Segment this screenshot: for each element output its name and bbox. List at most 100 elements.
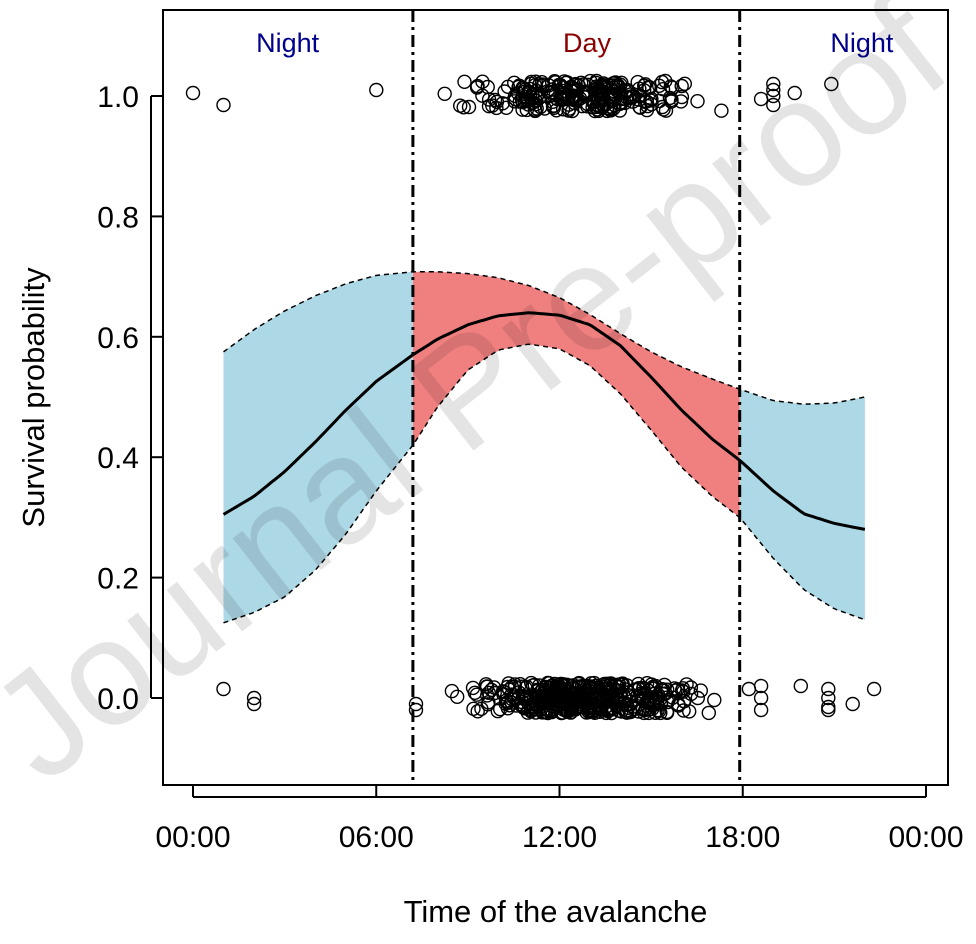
survived-point	[457, 74, 472, 90]
died-point	[674, 683, 690, 698]
died-point	[593, 702, 608, 717]
died-point	[693, 683, 708, 698]
survived-point	[571, 78, 586, 93]
survived-point	[623, 87, 638, 102]
died-point	[545, 696, 561, 711]
period-labels: Night Day Night	[256, 28, 894, 58]
survived-point	[599, 96, 614, 111]
survived-point	[527, 102, 543, 117]
axes: 00:00 06:00 12:00 18:00 00:00 0.0 0.2 0.4 0.6 0.8…	[97, 81, 963, 854]
died-point	[584, 681, 600, 697]
survived-point	[614, 75, 629, 91]
died-point	[622, 704, 637, 719]
died-point	[479, 679, 495, 694]
died-point	[655, 683, 671, 698]
died-point	[845, 696, 860, 712]
died-point	[450, 689, 465, 704]
survived-point	[580, 86, 595, 101]
survived-point	[541, 78, 556, 93]
died-point	[554, 683, 569, 698]
survived-point	[369, 82, 384, 98]
survived-point	[677, 76, 692, 92]
survived-point	[527, 78, 543, 93]
y-tick-label: 0.6	[97, 322, 139, 355]
died-point	[683, 680, 699, 695]
survived-point	[766, 76, 781, 92]
survived-point	[514, 92, 530, 108]
died-point	[501, 676, 516, 691]
died-point	[639, 676, 655, 691]
x-tick-label: 00:00	[155, 821, 230, 854]
survived-point	[570, 93, 585, 108]
survived-point	[674, 78, 689, 94]
died-point	[525, 678, 540, 693]
died-point	[545, 678, 560, 693]
died-point	[216, 681, 231, 697]
survived-point	[553, 78, 568, 93]
x-tick-label: 00:00	[888, 821, 963, 854]
died-point	[486, 680, 502, 695]
died-point	[536, 704, 551, 720]
died-point	[821, 699, 836, 715]
died-point	[608, 698, 624, 713]
survived-point	[766, 97, 781, 113]
night-label: Night	[256, 28, 320, 58]
survived-point	[587, 103, 603, 119]
survived-point	[534, 74, 550, 90]
survived-point	[470, 78, 485, 94]
survived-point	[612, 103, 628, 118]
survived-point	[475, 74, 490, 89]
fitted-curve-group	[222, 271, 866, 624]
died-point	[582, 702, 597, 718]
survived-point	[555, 85, 570, 101]
survived-point	[824, 76, 839, 92]
survived-point	[658, 103, 674, 118]
night-band-morning	[223, 271, 413, 623]
survived-point	[641, 79, 656, 95]
survived-point	[437, 86, 452, 102]
died-point	[557, 701, 573, 717]
died-point	[466, 701, 481, 716]
night-label: Night	[830, 28, 894, 58]
died-point	[480, 697, 496, 712]
died-point	[821, 702, 836, 718]
day-night-boundaries	[411, 10, 742, 785]
survived-point	[654, 74, 670, 90]
survived-point	[461, 99, 477, 115]
died-point	[647, 686, 663, 701]
upper-ci-line	[223, 271, 866, 405]
x-tick-label: 18:00	[705, 821, 780, 854]
survived-point	[652, 78, 667, 94]
died-point	[753, 678, 769, 694]
died-point	[610, 680, 625, 695]
died-point	[246, 696, 262, 712]
died-point	[690, 690, 705, 706]
survived-point	[766, 88, 781, 104]
survived-point	[606, 80, 621, 95]
plot-frame	[162, 9, 949, 786]
survived-point	[480, 79, 495, 95]
died-point	[408, 702, 424, 718]
lower-ci-line	[223, 343, 866, 624]
survived-point	[591, 85, 606, 100]
y-tick-label: 0.8	[97, 201, 139, 234]
survived-point	[489, 94, 505, 110]
died-point	[467, 685, 483, 700]
x-tick-label: 06:00	[339, 821, 414, 854]
survived-point	[655, 81, 671, 97]
day-band	[412, 271, 740, 518]
died-point	[636, 692, 651, 707]
died-point	[564, 679, 579, 694]
survived-point	[632, 99, 647, 115]
survived-point	[497, 84, 512, 99]
survived-point	[489, 100, 504, 116]
died-point	[601, 698, 616, 713]
x-axis-title: Time of the avalanche	[404, 894, 708, 929]
died-point	[603, 682, 618, 698]
survived-point	[714, 103, 729, 118]
died-point	[622, 688, 637, 703]
observation-points	[185, 73, 882, 721]
survived-point	[524, 74, 539, 90]
died-point	[619, 678, 635, 693]
